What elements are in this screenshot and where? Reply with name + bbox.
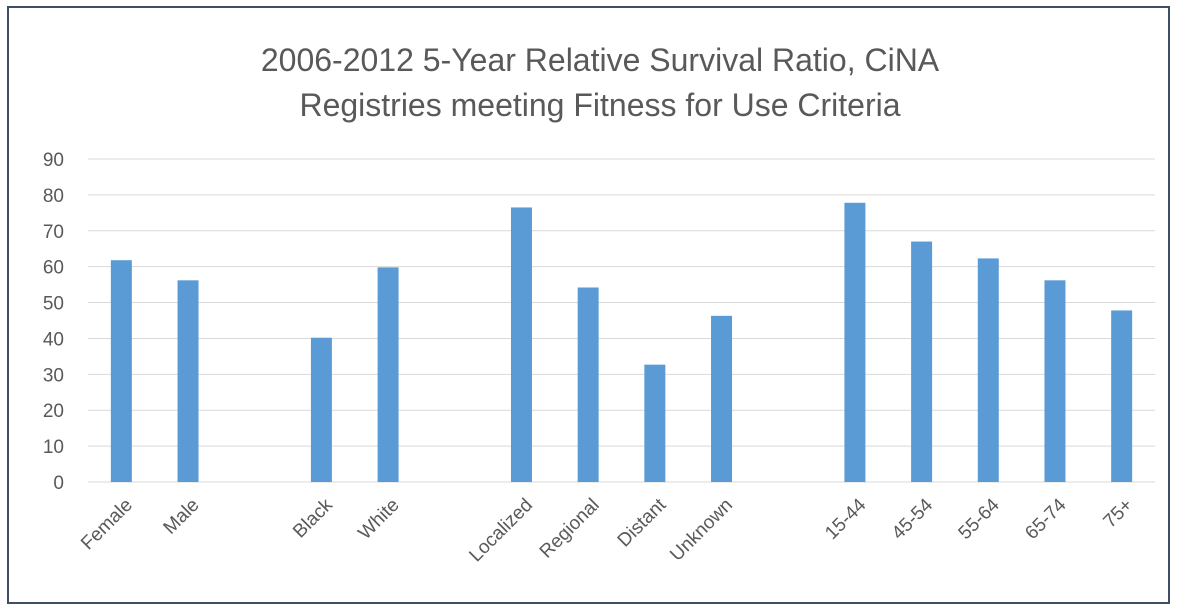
x-category-label: Black — [289, 494, 337, 542]
x-category-label: 75+ — [1100, 495, 1138, 533]
bar-black — [310, 337, 332, 482]
bar-65-74 — [1044, 280, 1066, 482]
bar-female — [110, 260, 132, 482]
y-tick-label: 60 — [43, 258, 64, 279]
x-category-label: 15-44 — [821, 494, 871, 544]
bar-unknown — [711, 315, 733, 482]
bar-15-44 — [844, 202, 866, 483]
y-tick-label: 80 — [43, 186, 64, 207]
x-category-label: Female — [77, 495, 137, 555]
y-tick-label: 40 — [43, 329, 64, 350]
x-category-label: 65-74 — [1021, 494, 1071, 544]
chart-title-line-2: Registries meeting Fitness for Use Crite… — [299, 87, 900, 123]
bar-55-64 — [977, 258, 999, 482]
x-category-label: Unknown — [666, 495, 737, 566]
bar-localized — [510, 207, 532, 482]
y-tick-label: 70 — [43, 222, 64, 243]
bar-regional — [577, 287, 599, 482]
y-tick-label: 90 — [43, 150, 64, 171]
bar-white — [377, 267, 399, 482]
y-tick-label: 30 — [43, 365, 64, 386]
bar-distant — [644, 364, 666, 482]
chart-title-line-1: 2006-2012 5-Year Relative Survival Ratio… — [261, 42, 940, 78]
x-category-label: 55-64 — [955, 494, 1005, 544]
bar-75- — [1111, 310, 1133, 482]
chart-title: 2006-2012 5-Year Relative Survival Ratio… — [261, 42, 940, 123]
gridlines — [88, 158, 1155, 483]
bar-45-54 — [911, 241, 933, 482]
bar-male — [177, 280, 199, 482]
y-tick-label: 0 — [53, 473, 64, 494]
y-axis-tick-labels: 0 10 20 30 40 50 60 70 80 90 — [43, 150, 64, 494]
y-tick-label: 50 — [43, 294, 64, 315]
x-category-label: 45-54 — [888, 494, 938, 544]
y-tick-label: 10 — [43, 437, 64, 458]
x-category-label: Distant — [614, 494, 671, 551]
x-category-label: White — [354, 495, 403, 544]
x-category-label: Regional — [536, 495, 604, 563]
x-category-label: Male — [160, 495, 204, 539]
x-category-label: Localized — [465, 495, 537, 567]
bars — [110, 202, 1133, 483]
y-tick-label: 20 — [43, 401, 64, 422]
